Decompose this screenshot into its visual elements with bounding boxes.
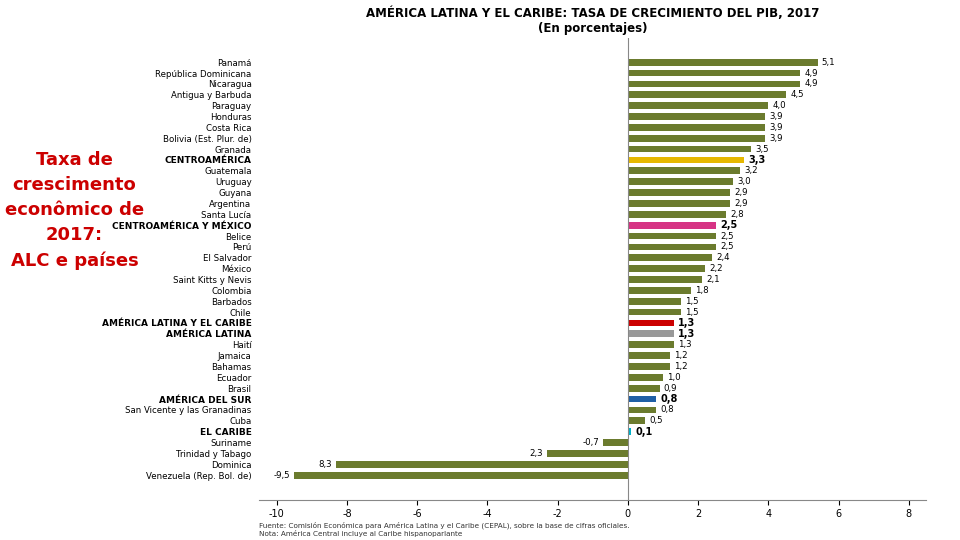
- Bar: [603, 439, 628, 446]
- Text: 2,5: 2,5: [720, 242, 733, 252]
- Bar: [628, 189, 730, 196]
- Text: 1,3: 1,3: [678, 329, 695, 339]
- Text: 2,2: 2,2: [709, 264, 723, 273]
- Bar: [628, 341, 674, 348]
- Bar: [547, 450, 628, 457]
- Bar: [628, 102, 768, 109]
- Bar: [628, 363, 670, 370]
- Bar: [295, 472, 628, 478]
- Bar: [628, 428, 632, 435]
- Text: 0,9: 0,9: [663, 384, 677, 393]
- Bar: [628, 178, 733, 185]
- Text: -9,5: -9,5: [274, 471, 290, 480]
- Bar: [628, 211, 726, 218]
- Bar: [628, 265, 706, 272]
- Bar: [628, 254, 712, 261]
- Bar: [628, 287, 691, 294]
- Text: Fuente: Comisión Económica para América Latina y el Caribe (CEPAL), sobre la bas: Fuente: Comisión Económica para América …: [259, 522, 630, 537]
- Text: 3,0: 3,0: [737, 177, 751, 186]
- Bar: [628, 113, 765, 120]
- Bar: [628, 244, 716, 250]
- Bar: [628, 417, 645, 424]
- Text: 0,8: 0,8: [660, 406, 674, 414]
- Text: 1,5: 1,5: [684, 297, 699, 306]
- Text: 1,8: 1,8: [695, 286, 709, 295]
- Text: Taxa de
crescimento
econômico de
2017:
ALC e países: Taxa de crescimento econômico de 2017: A…: [5, 151, 144, 270]
- Bar: [628, 407, 656, 413]
- Text: 2,4: 2,4: [716, 253, 730, 262]
- Bar: [628, 59, 818, 65]
- Text: 3,9: 3,9: [769, 112, 782, 121]
- Text: 1,5: 1,5: [684, 308, 699, 316]
- Text: 2,9: 2,9: [734, 188, 748, 197]
- Text: 1,3: 1,3: [678, 318, 695, 328]
- Text: 0,1: 0,1: [636, 427, 653, 437]
- Bar: [628, 276, 702, 283]
- Text: 2,8: 2,8: [731, 210, 744, 219]
- Bar: [628, 374, 663, 381]
- Text: 2,3: 2,3: [529, 449, 543, 458]
- Bar: [628, 91, 786, 98]
- Text: 2,5: 2,5: [720, 232, 733, 240]
- Bar: [628, 309, 681, 315]
- Text: 4,0: 4,0: [773, 101, 786, 110]
- Bar: [628, 200, 730, 207]
- Bar: [628, 167, 740, 174]
- Text: 4,5: 4,5: [790, 90, 804, 99]
- Text: 1,2: 1,2: [674, 362, 688, 371]
- Text: 3,9: 3,9: [769, 134, 782, 143]
- Text: 3,2: 3,2: [745, 166, 758, 176]
- Bar: [628, 157, 744, 163]
- Text: 5,1: 5,1: [822, 58, 835, 66]
- Text: 1,3: 1,3: [678, 340, 691, 349]
- Bar: [628, 135, 765, 141]
- Text: 0,5: 0,5: [650, 416, 663, 426]
- Bar: [628, 385, 660, 392]
- Bar: [628, 352, 670, 359]
- Text: 4,9: 4,9: [804, 79, 818, 89]
- Bar: [628, 396, 656, 402]
- Text: 3,5: 3,5: [755, 145, 769, 153]
- Text: 2,9: 2,9: [734, 199, 748, 208]
- Bar: [628, 70, 800, 76]
- Bar: [628, 233, 716, 239]
- Text: 4,9: 4,9: [804, 69, 818, 78]
- Bar: [628, 80, 800, 87]
- Text: 2,1: 2,1: [706, 275, 719, 284]
- Bar: [628, 222, 716, 228]
- Text: 2,5: 2,5: [720, 220, 737, 230]
- Bar: [628, 298, 681, 305]
- Text: 3,9: 3,9: [769, 123, 782, 132]
- Text: 8,3: 8,3: [319, 460, 332, 469]
- Text: -0,7: -0,7: [583, 438, 599, 447]
- Text: 1,2: 1,2: [674, 351, 688, 360]
- Bar: [336, 461, 628, 468]
- Text: 3,3: 3,3: [748, 155, 765, 165]
- Bar: [628, 124, 765, 131]
- Bar: [628, 146, 751, 152]
- Bar: [628, 320, 674, 326]
- Text: 1,0: 1,0: [667, 373, 681, 382]
- Text: 0,8: 0,8: [660, 394, 678, 404]
- Bar: [628, 330, 674, 337]
- Title: AMÉRICA LATINA Y EL CARIBE: TASA DE CRECIMIENTO DEL PIB, 2017
(En porcentajes): AMÉRICA LATINA Y EL CARIBE: TASA DE CREC…: [366, 6, 820, 35]
